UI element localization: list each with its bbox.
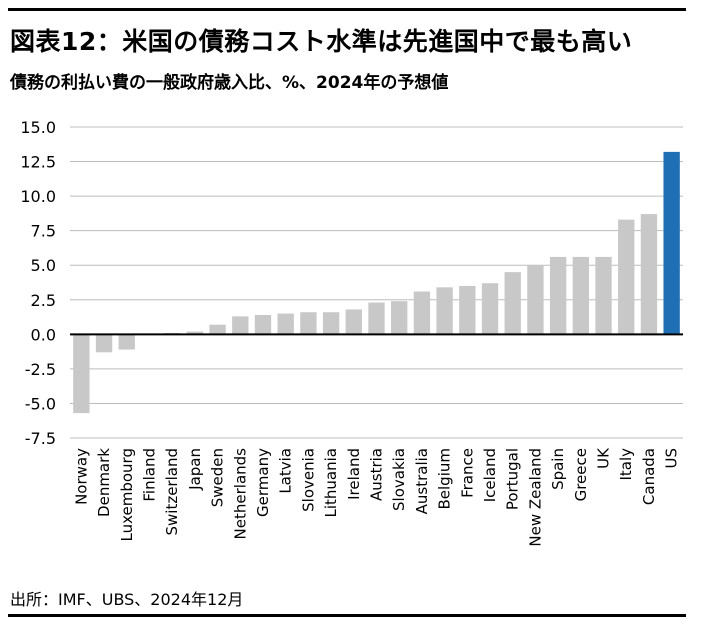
gridlines [70,126,683,439]
x-tick-label: Germany [254,448,272,517]
bar-portugal [504,272,521,335]
bar-canada [640,214,658,335]
x-tick-label: Iceland [481,448,499,502]
top-rule [8,8,686,11]
x-tick-label: Switzerland [163,448,181,536]
x-tick-label: Portugal [504,448,522,510]
x-tick-label: Denmark [95,448,113,517]
bar-new-zealand [527,265,544,335]
bar-luxembourg [118,334,135,350]
y-tick-label: 2.5 [31,291,56,310]
x-tick-label: Ireland [345,448,363,500]
bar-ireland [345,309,362,335]
x-tick-label: Slovakia [390,448,408,511]
x-tick-label: Luxembourg [118,448,136,542]
bar-uk [595,256,612,335]
x-tick-label: Netherlands [231,448,249,540]
x-tick-label: Norway [72,448,90,505]
x-tick-label: US [663,448,681,469]
x-tick-label: France [458,448,476,498]
bar-latvia [277,313,294,335]
x-tick-label: Spain [549,448,567,490]
bar-sweden [209,324,226,335]
bar-slovenia [300,312,317,335]
y-tick-label: -7.5 [25,429,56,448]
x-tick-label: Australia [413,448,431,514]
y-tick-label: 7.5 [31,222,56,241]
y-tick-label: -5.0 [25,394,56,413]
y-tick-label: 0.0 [31,325,56,344]
x-tick-label: Sweden [209,448,227,507]
chart-subtitle: 債務の利払い費の一般政府歳入比、%、2024年の予想値 [10,73,449,93]
x-tick-label: Belgium [436,448,454,510]
bar-italy [618,219,635,335]
bar-netherlands [232,316,249,335]
x-tick-label: UK [595,447,613,469]
bar-spain [549,256,567,335]
y-tick-label: 15.0 [20,118,56,137]
bar-france [459,285,476,335]
y-tick-label: 10.0 [20,187,56,206]
x-tick-label: New Zealand [526,448,544,547]
x-tick-label: Italy [617,448,635,481]
bars [73,151,680,414]
bar-lithuania [322,312,340,335]
x-tick-label: Latvia [277,448,295,494]
bar-japan [186,331,204,335]
x-tick-label: Finland [140,448,158,502]
bar-austria [368,302,385,335]
chart-title: 図表12：米国の債務コスト水準は先進国中で最も高い [10,27,633,56]
source-note: 出所：IMF、UBS、2024年12月 [10,590,244,609]
bar-norway [73,334,90,414]
x-tick-label: Japan [186,448,204,491]
x-tick-label: Greece [572,448,590,501]
bottom-rule [8,614,686,617]
bar-iceland [481,283,499,335]
bar-greece [572,256,590,335]
x-tick-label: Slovenia [299,448,317,512]
x-tick-label: Lithuania [322,448,340,517]
bar-us [663,151,680,335]
x-tick-label: Austria [368,448,386,501]
y-tick-label: 5.0 [31,256,56,275]
bar-australia [413,291,431,335]
y-tick-labels: 15.0 12.5 10.0 7.5 5.0 2.5 0.0 -2.5 -5.0 -7.5 [20,118,56,448]
x-tick-labels: Norway Denmark Luxembourg Finland Switzerlan… [72,447,680,547]
x-tick-label: Canada [640,448,658,505]
y-tick-label: -2.5 [25,360,56,379]
bar-germany [254,314,272,335]
bar-denmark [95,334,113,353]
y-tick-label: 12.5 [20,153,56,172]
bar-slovakia [391,301,408,335]
bar-belgium [436,287,453,335]
